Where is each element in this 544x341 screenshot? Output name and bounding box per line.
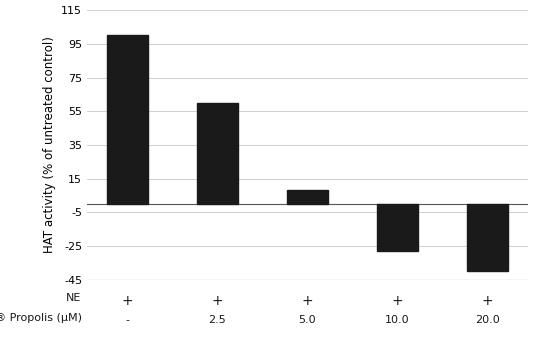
Bar (377, 204, 418, 251)
Y-axis label: HAT activity (% of untreated control): HAT activity (% of untreated control) (42, 36, 55, 253)
Text: NE: NE (66, 293, 82, 303)
Text: -: - (125, 315, 129, 325)
Text: +: + (121, 294, 133, 309)
Text: ProShield® Propolis (μM): ProShield® Propolis (μM) (0, 313, 82, 323)
Text: 10.0: 10.0 (385, 315, 410, 325)
Text: 20.0: 20.0 (475, 315, 500, 325)
Text: 5.0: 5.0 (299, 315, 316, 325)
Text: +: + (301, 294, 313, 309)
Text: 2.5: 2.5 (208, 315, 226, 325)
Bar (107, 35, 147, 204)
Text: +: + (392, 294, 403, 309)
Text: +: + (481, 294, 493, 309)
Bar (287, 190, 327, 204)
Bar (197, 103, 238, 204)
Bar (467, 204, 508, 271)
Text: +: + (212, 294, 223, 309)
